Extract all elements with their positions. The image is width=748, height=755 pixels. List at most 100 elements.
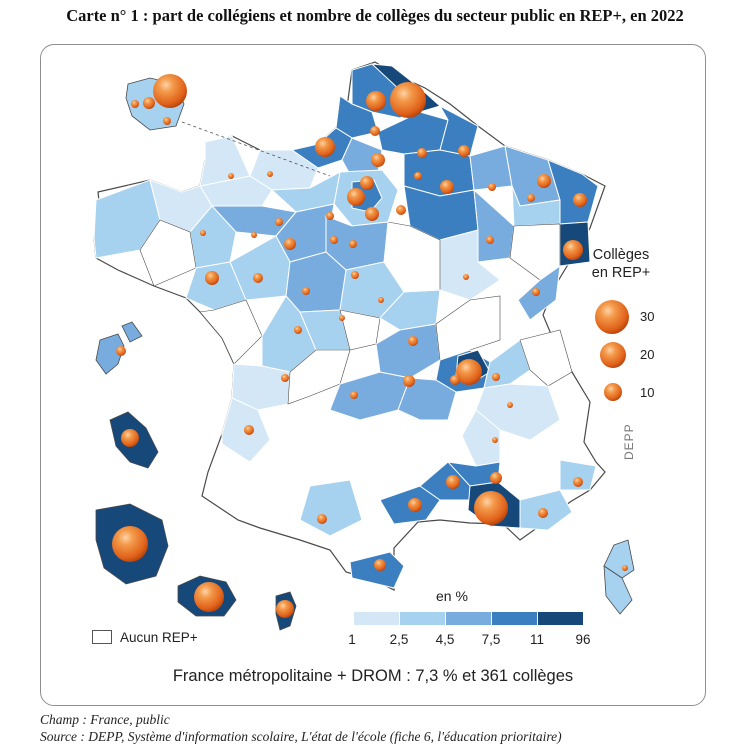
- bubble: [396, 205, 406, 215]
- region-nievre: [379, 289, 441, 331]
- footer-source: Source : DEPP, Système d'information sco…: [40, 729, 562, 744]
- bubble: [351, 271, 359, 279]
- color-class-1: [354, 612, 399, 625]
- bubbles-layer: [112, 74, 628, 618]
- bubble: [267, 171, 273, 177]
- bubble: [228, 173, 234, 179]
- size-legend-title: Collèges en REP+: [581, 246, 661, 282]
- corsica-sud: [603, 565, 633, 615]
- color-class-5: [538, 612, 583, 625]
- bubble: [275, 218, 283, 226]
- color-break-label: 96: [575, 632, 591, 647]
- bubble: [365, 207, 379, 221]
- bubble: [112, 526, 148, 562]
- bubble: [492, 373, 500, 381]
- bubble: [507, 402, 513, 408]
- bubble: [366, 91, 386, 111]
- region-eure: [270, 171, 341, 213]
- bubble: [163, 117, 171, 125]
- bubble: [350, 391, 358, 399]
- region-vaucluse: [446, 461, 501, 487]
- color-class-3: [446, 612, 491, 625]
- region-haute-marne: [473, 188, 515, 263]
- size-legend-label-30: 30: [640, 309, 655, 324]
- bubble: [374, 559, 386, 571]
- bubble: [281, 374, 289, 382]
- bubble: [537, 174, 551, 188]
- bubble: [253, 273, 263, 283]
- bubble: [390, 82, 426, 118]
- region-alpes-maritimes: [559, 459, 597, 491]
- bubble: [378, 297, 384, 303]
- bubble: [622, 565, 628, 571]
- size-legend-bubble-10: [604, 383, 622, 401]
- bubble: [294, 326, 302, 334]
- color-class-4: [492, 612, 537, 625]
- bubble: [573, 477, 583, 487]
- bubble: [403, 375, 415, 387]
- bubble: [414, 172, 422, 180]
- footer-champ: Champ : France, public: [40, 712, 170, 727]
- size-legend-bubble-20: [600, 342, 626, 368]
- bubble: [486, 236, 494, 244]
- bubble: [492, 437, 498, 443]
- color-break-label: 4,5: [435, 632, 455, 647]
- bubble: [371, 153, 385, 167]
- size-legend-label-20: 20: [640, 347, 655, 362]
- size-legend-title-line1: Collèges: [592, 247, 650, 263]
- color-legend-title: en %: [436, 588, 468, 604]
- size-legend-bubble-30: [595, 300, 629, 334]
- color-break-label: 1: [348, 632, 356, 647]
- size-legend-title-line2: en REP+: [591, 265, 651, 281]
- bubble: [488, 183, 496, 191]
- region-loire: [397, 377, 457, 421]
- bubble: [446, 475, 460, 489]
- region-haute-savoie: [519, 329, 573, 387]
- summary-line: France métropolitaine + DROM : 7,3 % et …: [172, 667, 574, 685]
- bubble: [143, 97, 155, 109]
- bubble: [527, 194, 535, 202]
- bubble: [121, 429, 139, 447]
- bubble: [408, 498, 422, 512]
- region-morbihan: [139, 219, 197, 287]
- bubble: [315, 137, 335, 157]
- bubble: [131, 100, 139, 108]
- bubble: [458, 145, 470, 157]
- color-break-label: 7,5: [481, 632, 501, 647]
- no-rep-swatch: [92, 630, 112, 644]
- bubble: [573, 193, 587, 207]
- size-legend-label-10: 10: [640, 385, 655, 400]
- no-rep-label: Aucun REP+: [120, 630, 198, 645]
- bubble: [200, 230, 206, 236]
- bubble: [440, 180, 454, 194]
- color-break-label: 2,5: [389, 632, 409, 647]
- bubble: [326, 212, 334, 220]
- depp-watermark: DEPP: [622, 423, 636, 460]
- bubble: [490, 472, 502, 484]
- bubble: [330, 236, 338, 244]
- bubble: [244, 425, 254, 435]
- bubble: [302, 287, 310, 295]
- color-class-2: [400, 612, 445, 625]
- inset-connector: [181, 121, 331, 177]
- map-title: Carte n° 1 : part de collégiens et nombr…: [66, 6, 684, 25]
- bubble: [116, 346, 126, 356]
- color-break-label: 11: [529, 632, 545, 647]
- bubble: [276, 600, 294, 618]
- bubble: [153, 74, 187, 108]
- bubble: [450, 375, 460, 385]
- bubble: [563, 240, 583, 260]
- bubble: [339, 315, 345, 321]
- map-frame: [40, 44, 706, 706]
- bubble: [408, 336, 418, 346]
- bubble: [538, 508, 548, 518]
- bubble: [474, 491, 508, 525]
- bubble: [251, 232, 257, 238]
- bubble: [284, 238, 296, 250]
- bubble: [463, 274, 469, 280]
- region-manche: [199, 135, 251, 187]
- bubble: [347, 188, 365, 206]
- bubble: [317, 514, 327, 524]
- bubble: [417, 148, 427, 158]
